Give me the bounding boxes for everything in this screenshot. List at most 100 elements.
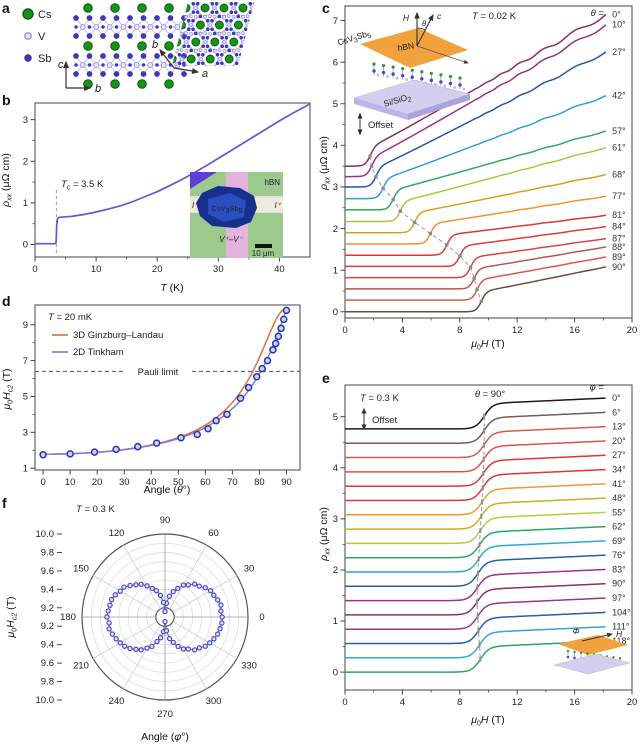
polar-radial-tick: 9.6	[41, 658, 54, 669]
hc2-marker	[368, 153, 372, 158]
polar-data-point	[138, 647, 144, 653]
e-series-label: 69°	[612, 536, 626, 546]
c-axis-label: c	[58, 59, 64, 71]
polar-radial-tick: 9.2	[41, 603, 54, 614]
hc2-data-point	[90, 448, 99, 456]
polar-data-point	[180, 646, 187, 652]
e-curve-34°	[345, 468, 606, 502]
top-view-axes: b a	[152, 39, 208, 80]
hc2-data-point	[244, 383, 253, 392]
c-series-label: 77°	[612, 191, 626, 201]
polar-spoke	[172, 621, 238, 659]
e-hc2-marker	[482, 456, 485, 462]
x-tick-label: 0	[40, 477, 45, 488]
y-tick-label: 5	[333, 412, 338, 423]
x-tick-label: 20	[627, 697, 638, 708]
polar-spoke	[169, 624, 207, 690]
e-series-label: 27°	[612, 450, 626, 460]
polar-data-point	[218, 602, 224, 608]
polar-data-point	[108, 596, 115, 603]
c-series-label: 81°	[612, 210, 626, 220]
e-series-label: 97°	[612, 593, 626, 603]
y-tick-label: 4	[333, 463, 338, 474]
panel-a-label: a	[2, 0, 10, 16]
polar-data-point	[127, 582, 133, 589]
polar-data-point	[121, 584, 127, 590]
polar-data-point	[162, 618, 168, 625]
e-series-label: 55°	[612, 507, 626, 517]
hc2-trace-dashed	[369, 155, 482, 302]
polar-data-point	[104, 614, 110, 620]
x-tick-label: 30	[119, 477, 130, 488]
x-tick-label: 60	[200, 477, 211, 488]
polar-data-point	[191, 647, 198, 653]
y-tick-label: 7	[333, 16, 338, 27]
polar-data-point	[153, 587, 160, 594]
y-tick-label: 0	[23, 240, 28, 251]
tc-annotation: Tc = 3.5 K	[61, 179, 104, 192]
phi-inset-label: Φ	[572, 626, 579, 636]
x-tick-label: 90	[281, 477, 292, 488]
panel-b-plot: 0 10 20 30 40 0 1 2 3 ρxx (μΩ cm) T (K) Tc = 3.5…	[0, 102, 311, 294]
plot-frame	[34, 304, 301, 471]
hc2-data-point	[280, 315, 288, 324]
c-axis-inset-label: c	[437, 11, 442, 21]
e-hc2-marker	[483, 442, 486, 448]
y-tick-label: 2	[333, 565, 338, 576]
e-theta-fixed: θ = 90°	[475, 389, 506, 400]
theta-inset-label: θ	[422, 19, 426, 28]
polar-angle-label: 30	[244, 564, 255, 575]
y-tick-label: 3	[333, 182, 338, 193]
tinkham-fit-curve	[43, 308, 288, 455]
sample-label: CsV3Sb5	[211, 204, 242, 215]
y-tick-label: 5	[23, 392, 28, 403]
e-series-label: 104°	[612, 607, 631, 617]
polar-angle-label: 240	[109, 696, 125, 707]
x-tick-label: 12	[512, 697, 523, 708]
hc2-marker	[479, 299, 484, 304]
polar-spoke	[92, 575, 158, 613]
hc2-marker	[374, 174, 378, 179]
e-series-label: 48°	[612, 493, 626, 503]
hc2-data-point	[274, 332, 283, 341]
x-tick-label: 4	[400, 325, 405, 336]
legend-tinkham: 2D Tinkham	[73, 347, 124, 358]
panel-e-label: e	[322, 370, 330, 386]
h-field-label: H	[403, 13, 410, 23]
polar-data-point	[117, 640, 123, 646]
legend-v: V	[38, 31, 46, 43]
y-tick-label: 6	[333, 57, 338, 68]
c-curve-42°	[345, 94, 607, 200]
legend-sb: Sb	[38, 53, 51, 65]
hc2-data-point	[134, 442, 142, 451]
polar-data-point	[117, 588, 123, 594]
c-curve-10°	[345, 24, 607, 178]
e-hc2-marker	[477, 556, 480, 562]
polar-data-point	[160, 599, 167, 606]
hc2-data-point	[258, 364, 266, 373]
hc2-marker	[369, 164, 374, 168]
c-series-label: 42°	[612, 90, 626, 100]
c-curve-0°	[345, 13, 607, 167]
polar-data-point	[214, 597, 221, 603]
hc2-data-point	[177, 433, 185, 442]
x-tick-label: 40	[146, 477, 157, 488]
e-curve-97°	[345, 597, 606, 630]
y-tick-label: 4	[333, 141, 338, 152]
polar-data-point	[170, 639, 176, 646]
e-series-label: 62°	[612, 522, 626, 532]
polar-spoke	[123, 624, 161, 690]
hbn-label: hBN	[264, 178, 280, 187]
hc2-marker	[472, 276, 476, 281]
hc2-data-point	[152, 439, 161, 447]
y-tick-label: 2	[333, 224, 338, 235]
polar-data-point	[109, 631, 116, 637]
c-series-label: 61°	[612, 142, 626, 152]
cs-atom-icon	[22, 8, 34, 20]
d-legend: 3D Ginzburg–Landau 2D Tinkham	[52, 330, 163, 358]
b-axis-label: b	[95, 83, 101, 95]
polar-data-point	[217, 625, 223, 632]
c-curve-89°	[345, 256, 607, 301]
e-inset-substrate	[553, 653, 631, 675]
